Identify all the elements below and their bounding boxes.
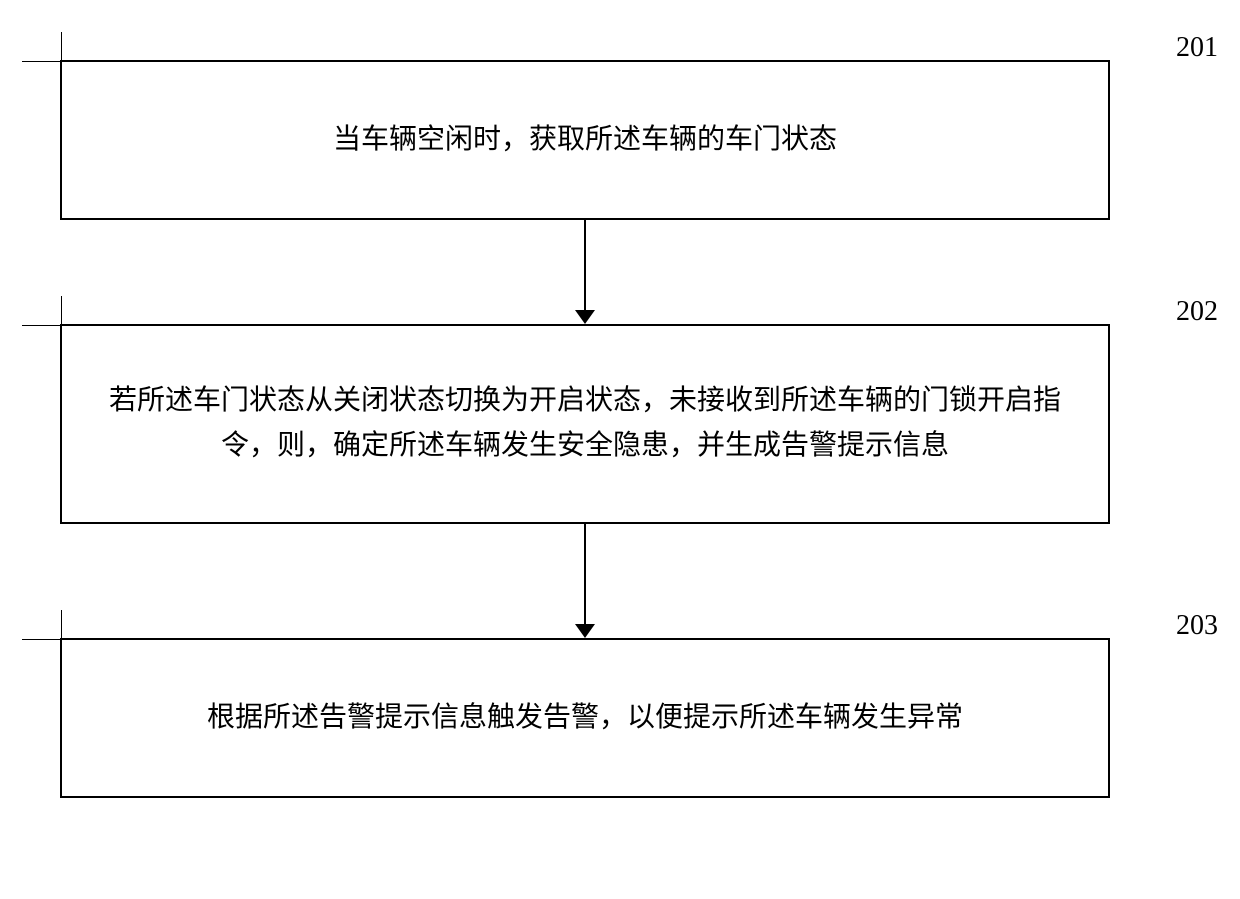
label-connector-202 [22, 296, 62, 326]
node-text-203: 根据所述告警提示信息触发告警，以便提示所述车辆发生异常 [207, 696, 963, 741]
flowchart-node-201: 201 当车辆空闲时，获取所述车辆的车门状态 [60, 60, 1110, 220]
flowchart-container: 201 当车辆空闲时，获取所述车辆的车门状态 202 若所述车门状态从关闭状态切… [60, 60, 1110, 798]
flowchart-edge-201-202 [60, 220, 1110, 324]
arrow-head-icon [575, 624, 595, 638]
node-text-202: 若所述车门状态从关闭状态切换为开启状态，未接收到所述车辆的门锁开启指令，则，确定… [102, 379, 1068, 469]
flowchart-node-202: 202 若所述车门状态从关闭状态切换为开启状态，未接收到所述车辆的门锁开启指令，… [60, 324, 1110, 524]
arrow-line [584, 524, 586, 624]
flowchart-node-203: 203 根据所述告警提示信息触发告警，以便提示所述车辆发生异常 [60, 638, 1110, 798]
node-label-201: 201 [1176, 32, 1218, 64]
node-text-201: 当车辆空闲时，获取所述车辆的车门状态 [333, 118, 837, 163]
node-label-203: 203 [1176, 610, 1218, 642]
arrow-head-icon [575, 310, 595, 324]
label-connector-203 [22, 610, 62, 640]
flowchart-edge-202-203 [60, 524, 1110, 638]
label-connector-201 [22, 32, 62, 62]
arrow-line [584, 220, 586, 310]
node-label-202: 202 [1176, 296, 1218, 328]
